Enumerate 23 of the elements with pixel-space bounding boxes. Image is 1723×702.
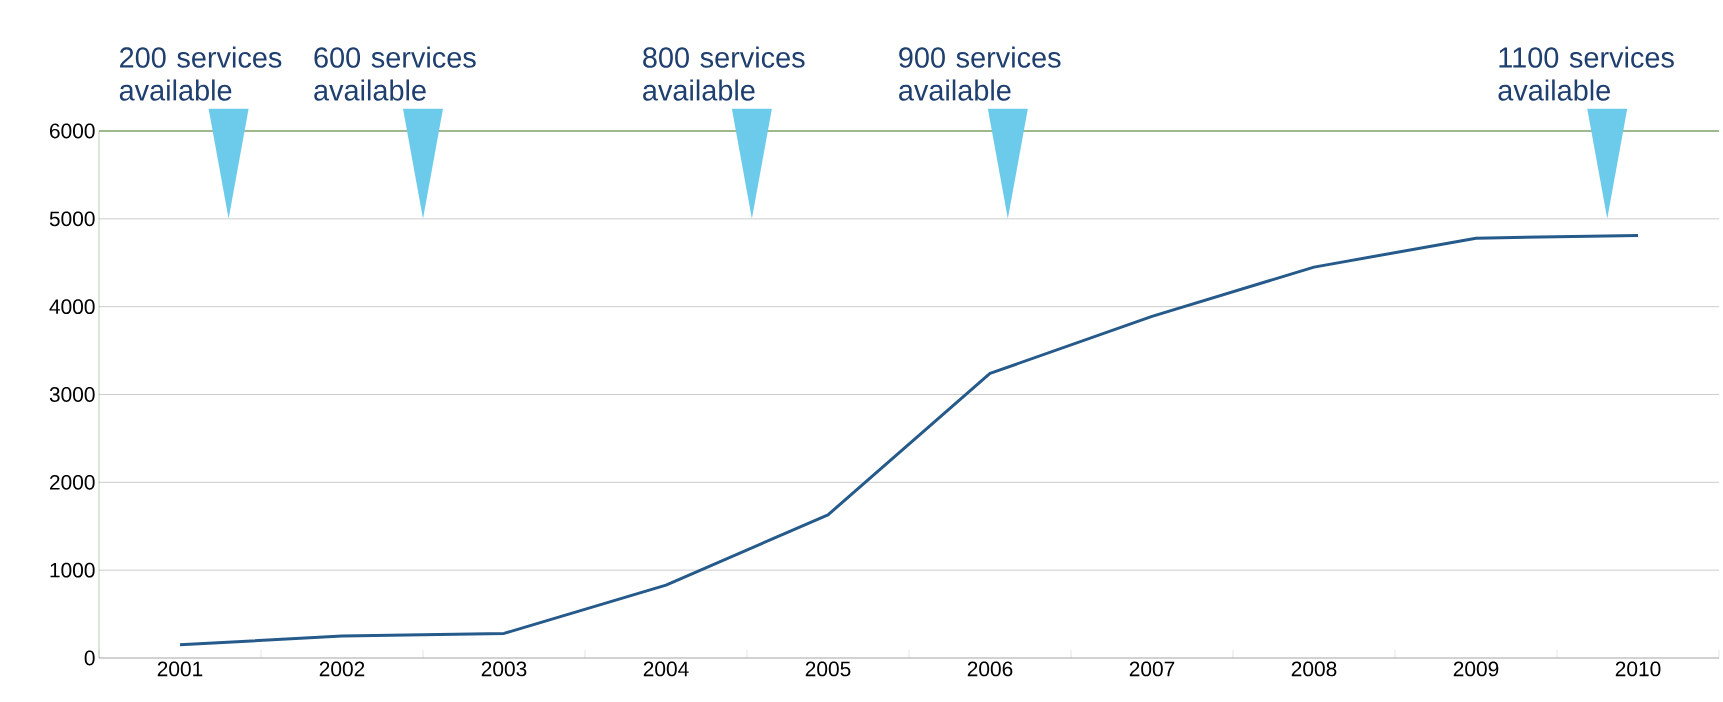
x-tick-label: 2009 <box>1453 661 1499 677</box>
line-series <box>178 234 1640 647</box>
x-tick-label: 2010 <box>1615 661 1661 677</box>
y-tick-label: 3000 <box>49 387 95 402</box>
y-tick-label: 0 <box>84 650 95 666</box>
text: 200 services available <box>119 46 282 101</box>
x-tick-label: 2003 <box>481 661 527 677</box>
x-tick-label: 2006 <box>967 661 1013 677</box>
x-tick-label: 2001 <box>157 661 203 677</box>
text: 1100 services available <box>1498 46 1674 101</box>
text: 900 services available <box>899 46 1061 101</box>
text: 800 services available <box>643 46 805 101</box>
y-tick-label: 6000 <box>50 123 95 139</box>
x-tick-label: 2005 <box>805 661 851 677</box>
y-tick-label: 2000 <box>49 474 95 490</box>
y-tick-label: 4000 <box>49 299 95 315</box>
y-tick-label: 5000 <box>49 211 95 227</box>
y-tick-label: 1000 <box>50 562 95 578</box>
x-tick-label: 2008 <box>1291 661 1337 677</box>
x-tick-label: 2007 <box>1129 661 1175 677</box>
text: 600 services available <box>314 46 476 101</box>
x-tick-label: 2002 <box>319 661 365 677</box>
x-tick-label: 2004 <box>643 661 689 677</box>
